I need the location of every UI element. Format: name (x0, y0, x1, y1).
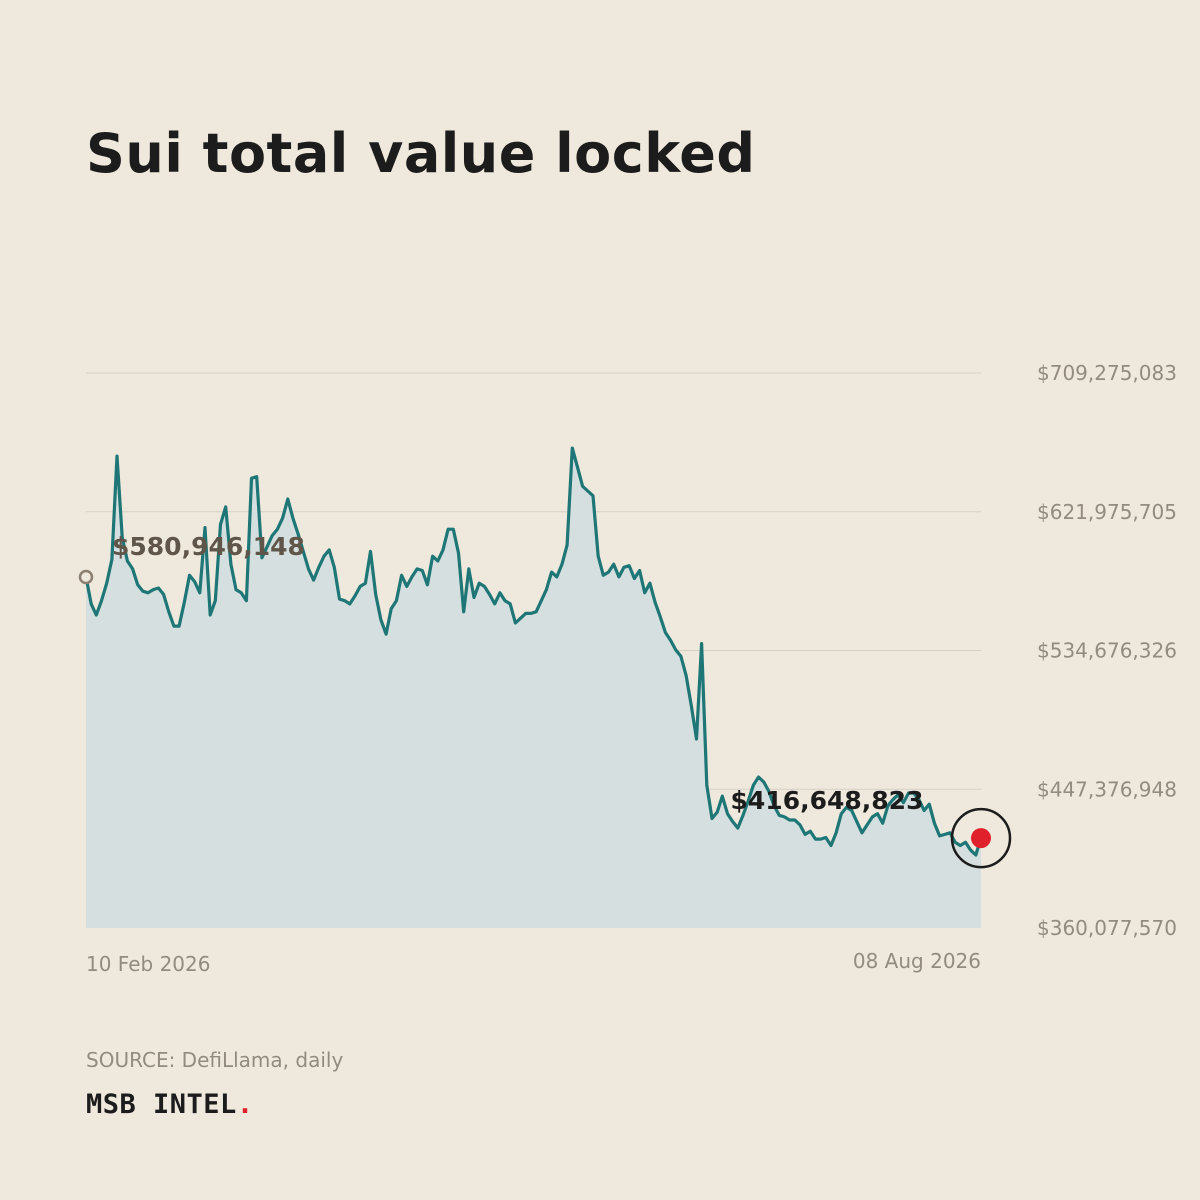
start-point-marker (78, 569, 94, 585)
area-fill (86, 448, 981, 928)
y-tick-label: $621,975,705 (1037, 500, 1177, 524)
end-point-ring (950, 807, 1012, 869)
y-tick-label: $534,676,326 (1037, 639, 1177, 663)
start-value-label: $580,946,148 (112, 532, 305, 561)
brand-dot: . (236, 1089, 254, 1120)
brand-name: MSB INTEL (86, 1089, 237, 1120)
end-value-label: $416,648,823 (731, 786, 924, 815)
tvl-line (84, 446, 983, 857)
y-axis-ticks: $709,275,083 $621,975,705 $534,676,326 $447… (1037, 361, 1177, 940)
x-tick-start: 10 Feb 2026 (86, 952, 210, 976)
source-note: SOURCE: DefiLlama, daily (86, 1048, 344, 1072)
y-tick-label: $360,077,570 (1037, 916, 1177, 940)
x-tick-end: 08 Aug 2026 (853, 949, 981, 973)
end-point-marker (971, 828, 991, 849)
brand-logo: MSB INTEL. (86, 1089, 254, 1120)
y-tick-label: $447,376,948 (1037, 777, 1177, 801)
chart-title: Sui total value locked (86, 122, 756, 185)
y-tick-label: $709,275,083 (1037, 361, 1177, 385)
